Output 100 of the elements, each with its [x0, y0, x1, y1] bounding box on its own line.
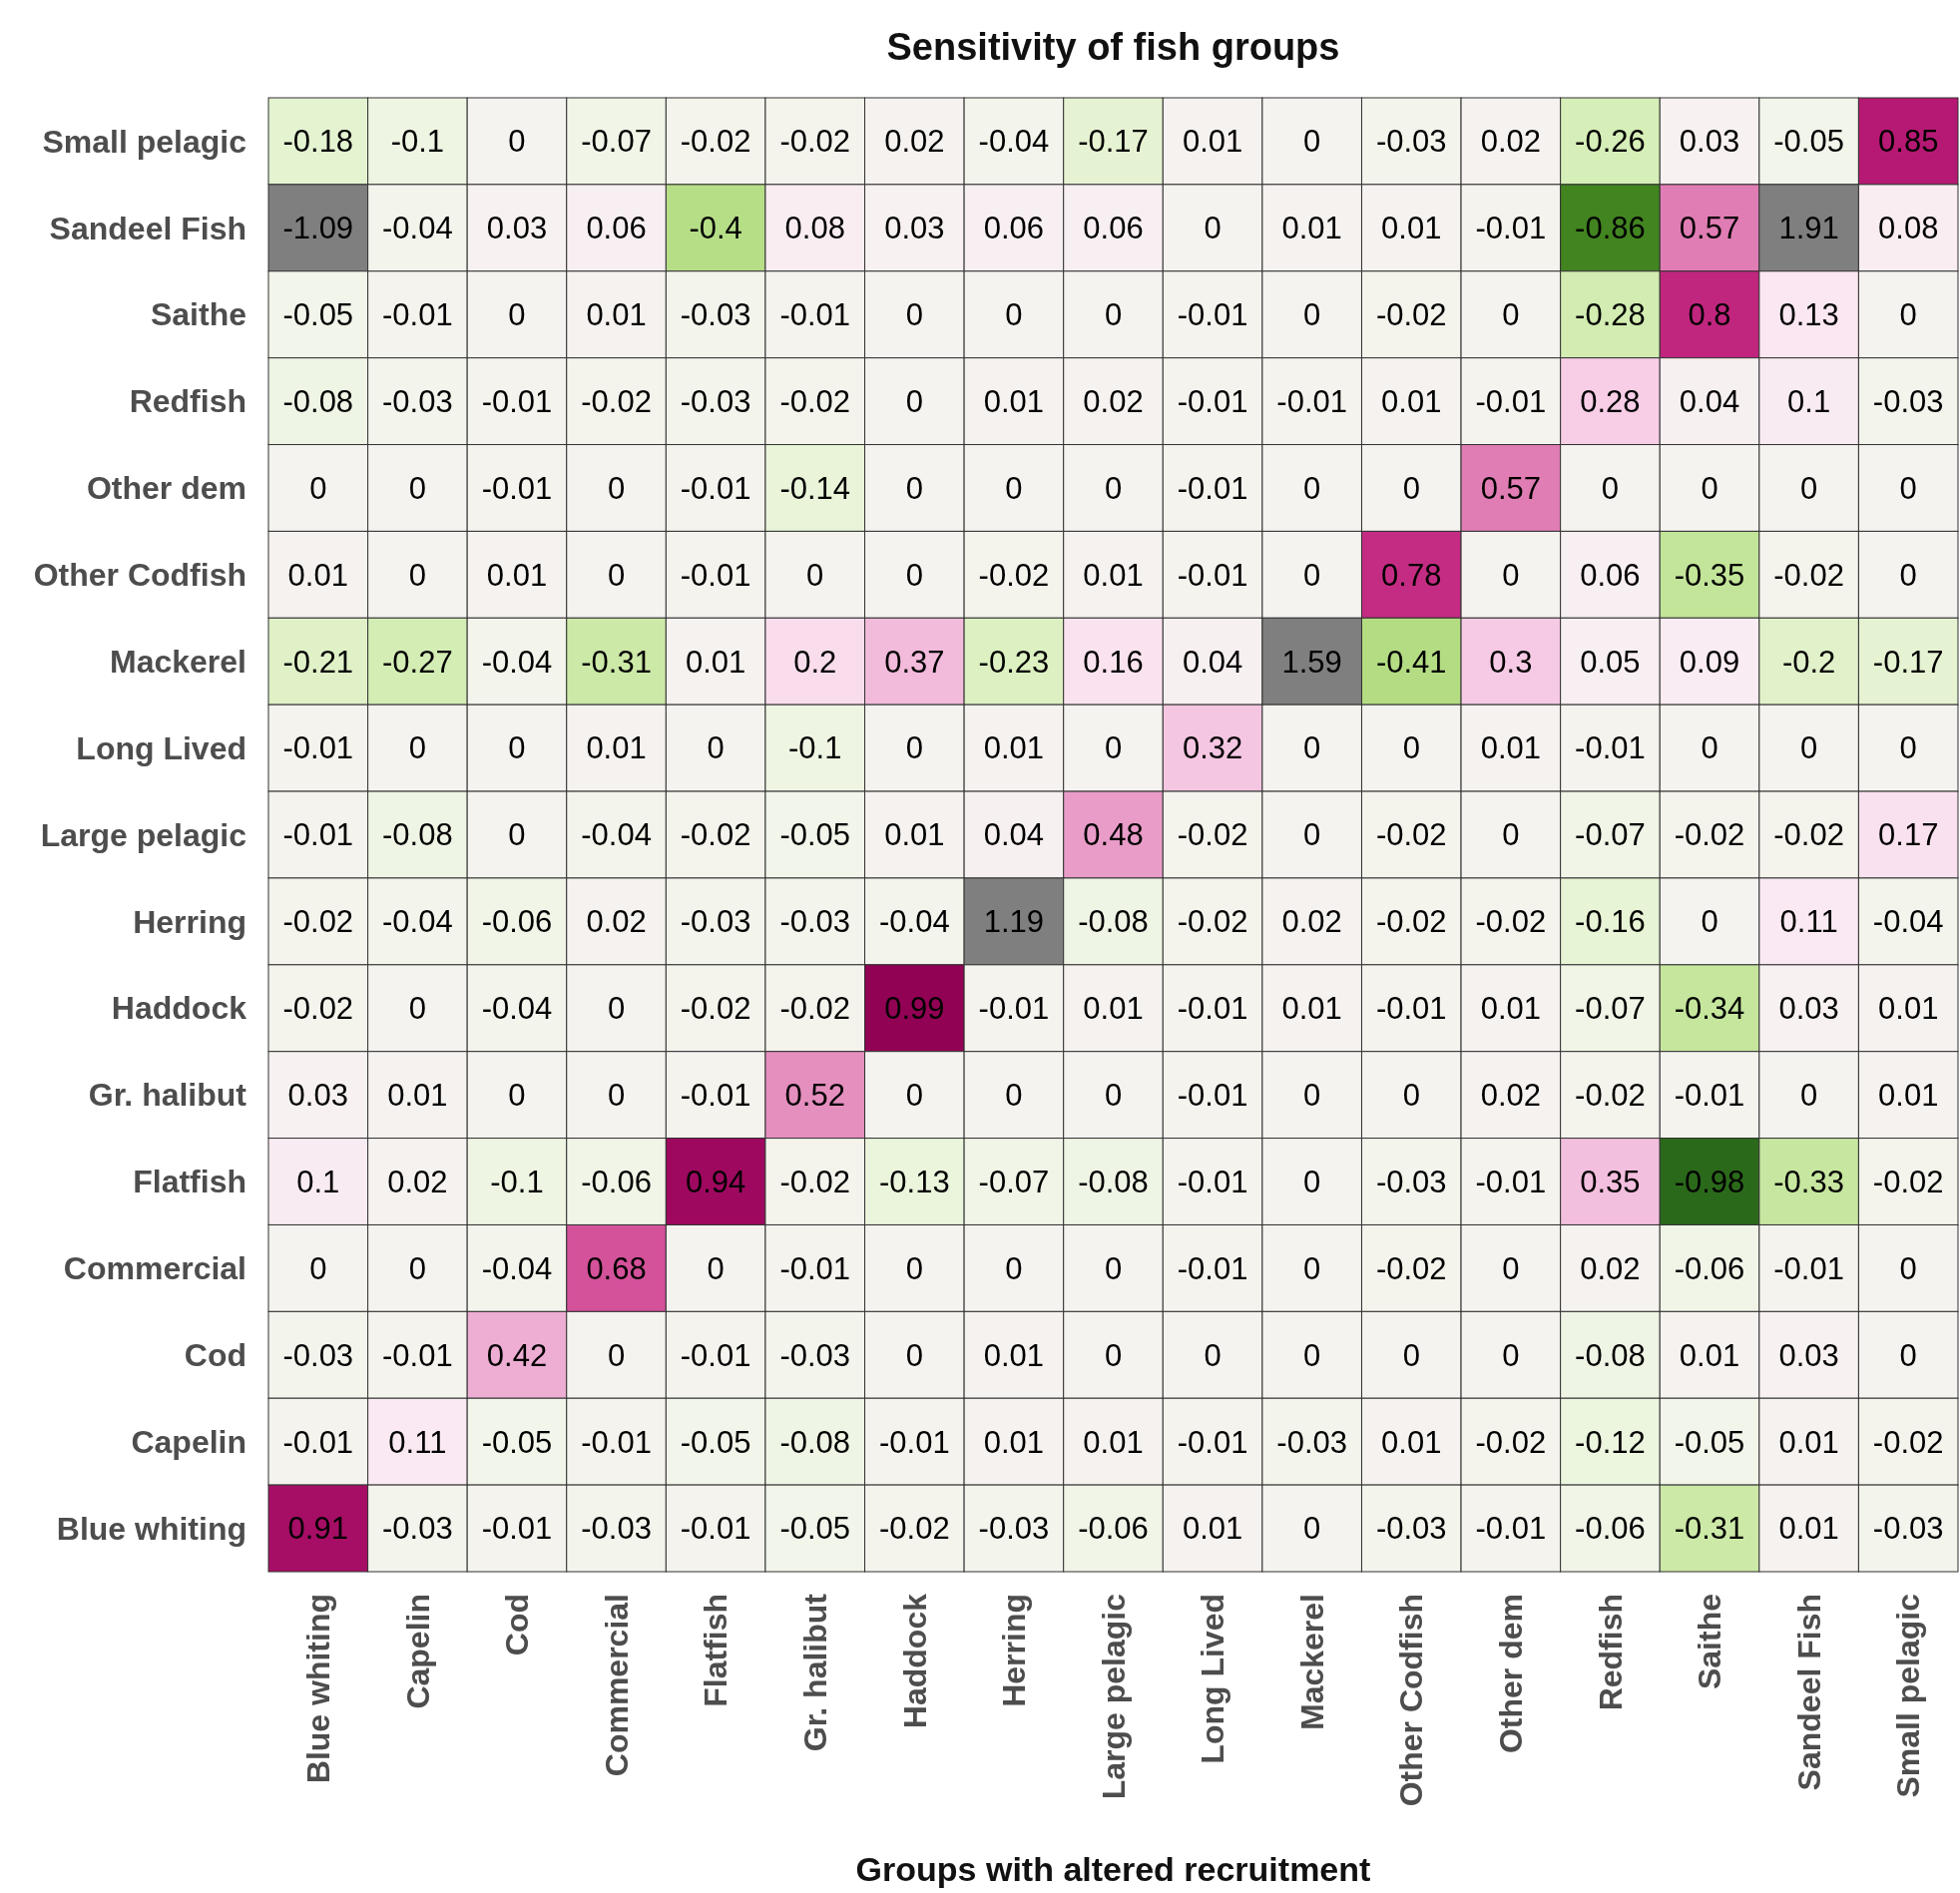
- data-label: -0.06: [1575, 1511, 1646, 1547]
- data-label: 0.02: [387, 1164, 448, 1199]
- data-label: -0.02: [779, 991, 851, 1027]
- data-label: 0: [1799, 470, 1818, 506]
- data-label: 0.03: [287, 1078, 348, 1113]
- data-label: 0.08: [784, 211, 845, 246]
- data-label: 0: [408, 730, 427, 766]
- data-label: -0.01: [680, 1511, 751, 1547]
- data-label: 0: [905, 297, 923, 333]
- data-label: 0: [707, 730, 725, 766]
- data-label: -0.01: [1177, 383, 1248, 419]
- data-label: 0.01: [586, 297, 647, 333]
- data-label: 0: [1303, 470, 1321, 506]
- data-label: -0.01: [1475, 383, 1547, 419]
- data-label: -0.14: [779, 470, 851, 506]
- y-tick-label: Other Codfish: [33, 557, 246, 594]
- data-label: -0.02: [680, 991, 751, 1027]
- y-tick-label: Cod: [184, 1336, 246, 1373]
- x-axis-title: Groups with altered recruitment: [855, 1850, 1371, 1888]
- data-label: 0.3: [1489, 644, 1533, 680]
- data-label: 0.1: [1787, 383, 1831, 419]
- data-label: 0.04: [983, 817, 1045, 853]
- x-tick-label: Large pelagic: [1095, 1594, 1132, 1800]
- data-label: -0.04: [581, 817, 652, 853]
- data-label: -0.03: [680, 297, 751, 333]
- data-label: 0.02: [1281, 904, 1342, 940]
- data-label: -0.23: [978, 644, 1050, 680]
- data-label: -0.01: [680, 470, 751, 506]
- data-label: 0: [1303, 1337, 1321, 1373]
- data-label: 0.42: [486, 1337, 548, 1373]
- data-label: -0.04: [481, 644, 553, 680]
- data-label: 0: [1303, 297, 1321, 333]
- data-label: -0.02: [1773, 817, 1844, 853]
- data-label: 0: [1303, 817, 1321, 853]
- data-label: 0.52: [784, 1078, 845, 1113]
- data-label: -0.33: [1773, 1164, 1844, 1199]
- data-label: 0: [1104, 470, 1123, 506]
- data-label: -0.08: [1078, 1164, 1149, 1199]
- data-label: 0.01: [1281, 211, 1342, 246]
- data-label: 0: [607, 1078, 626, 1113]
- data-label: 0.99: [884, 991, 945, 1027]
- data-label: 1.59: [1281, 644, 1342, 680]
- data-label: -0.06: [481, 904, 553, 940]
- data-label: 0.01: [1281, 991, 1342, 1027]
- data-label: 0: [408, 470, 427, 506]
- data-label: -0.03: [382, 1511, 453, 1547]
- data-label: 0.35: [1580, 1164, 1641, 1199]
- data-label: 0.02: [1580, 1250, 1641, 1286]
- data-label: -0.03: [1375, 124, 1447, 160]
- data-label: 0.57: [1480, 470, 1542, 506]
- data-label: 0: [806, 557, 824, 593]
- data-label: -0.03: [1276, 1424, 1348, 1460]
- data-label: 0.01: [1878, 1078, 1939, 1113]
- data-label: -0.07: [581, 124, 652, 160]
- data-label: 0: [905, 470, 923, 506]
- data-label: -0.04: [382, 904, 453, 940]
- data-label: 0: [607, 1337, 626, 1373]
- data-label: 0: [508, 730, 526, 766]
- data-label: 0: [1899, 557, 1917, 593]
- data-label: -0.03: [680, 383, 751, 419]
- data-label: 0.01: [586, 730, 647, 766]
- data-label: -0.01: [878, 1424, 950, 1460]
- data-label: 0.68: [586, 1250, 647, 1286]
- data-label: 0.01: [1182, 1511, 1243, 1547]
- data-label: 0: [1402, 730, 1420, 766]
- data-label: -0.01: [282, 1424, 354, 1460]
- data-label: 0.01: [1778, 1424, 1839, 1460]
- y-tick-label: Herring: [133, 903, 246, 940]
- data-label: 0: [1005, 297, 1023, 333]
- data-label: 0: [905, 557, 923, 593]
- data-label: 0: [707, 1250, 725, 1286]
- data-label: -0.04: [978, 124, 1050, 160]
- y-tick-label: Saithe: [150, 296, 246, 333]
- data-label: 0: [1303, 1511, 1321, 1547]
- data-label: 0: [309, 470, 327, 506]
- data-label: 0: [508, 124, 526, 160]
- data-label: -0.06: [1674, 1250, 1745, 1286]
- data-label: -0.07: [1575, 817, 1646, 853]
- data-label: 0.78: [1381, 557, 1442, 593]
- data-label: -0.08: [1575, 1337, 1646, 1373]
- data-label: 0.01: [486, 557, 548, 593]
- data-label: 0.06: [983, 211, 1045, 246]
- data-label: -0.01: [680, 1337, 751, 1373]
- data-label: -0.17: [1872, 644, 1944, 680]
- x-tick-label: Redfish: [1592, 1594, 1629, 1711]
- data-label: -0.08: [779, 1424, 851, 1460]
- data-label: -0.05: [1674, 1424, 1745, 1460]
- data-label: 0.02: [1480, 124, 1542, 160]
- data-label: 0.05: [1580, 644, 1641, 680]
- data-label: 0.01: [1480, 730, 1542, 766]
- data-label: -0.02: [1375, 1250, 1447, 1286]
- data-label: -0.06: [1078, 1511, 1149, 1547]
- data-label: -0.01: [382, 297, 453, 333]
- data-label: 0: [607, 991, 626, 1027]
- data-label: -0.04: [1872, 904, 1944, 940]
- data-label: 0: [1104, 1078, 1123, 1113]
- data-label: 0: [1899, 1337, 1917, 1373]
- data-label: -0.06: [581, 1164, 652, 1199]
- data-label: -0.01: [382, 1337, 453, 1373]
- data-label: 0.01: [1381, 1424, 1442, 1460]
